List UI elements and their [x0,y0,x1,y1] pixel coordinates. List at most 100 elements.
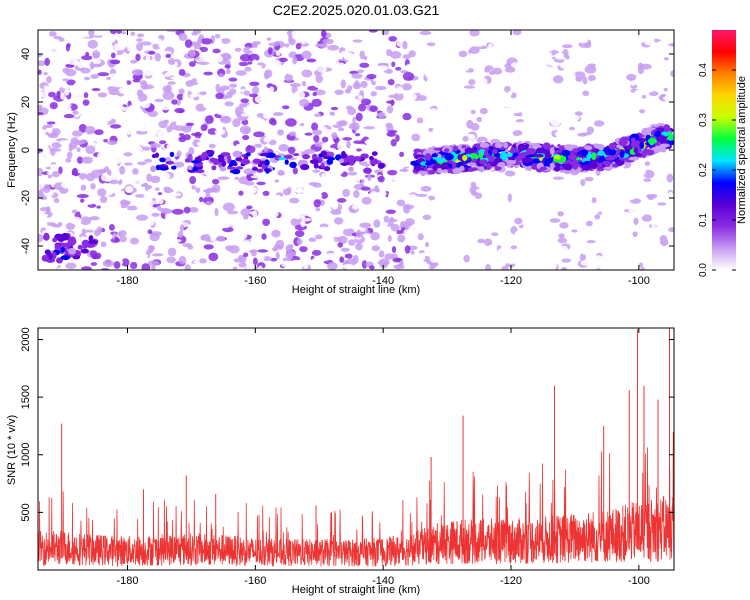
heatmap-cell [543,67,549,72]
heatmap-cell [285,204,294,213]
heatmap-cell [651,229,658,234]
heatmap-cell [380,191,387,197]
heatmap-cell [480,61,485,68]
heatmap-cell [356,148,362,152]
heatmap-cell [511,196,523,201]
heatmap-cell [40,90,51,99]
heatmap-cell [373,219,381,228]
heatmap-cell [116,202,122,211]
heatmap-cell [100,173,110,182]
heatmap-cell [643,37,655,46]
heatmap-cell [560,117,570,123]
heatmap-cell [284,159,289,165]
heatmap-cell [396,199,406,207]
heatmap-cell [552,176,565,180]
heatmap-cell [493,96,504,103]
heatmap-cell [292,167,298,175]
heatmap-cell [143,193,151,201]
heatmap-cell [68,247,77,255]
heatmap-cell [326,236,335,245]
heatmap-cell [270,119,277,126]
heatmap-cell [668,148,674,154]
heatmap-cell [198,196,204,203]
heatmap-cell [460,184,470,190]
heatmap-cell [451,252,458,256]
heatmap-cell [326,262,338,270]
heatmap-cell [639,141,645,149]
heatmap-cell [185,80,194,87]
heatmap-cell [387,191,393,201]
heatmap-cell [119,235,127,243]
heatmap-cell [219,155,225,160]
heatmap-cell [575,77,583,82]
heatmap-cell [158,245,169,254]
heatmap-cell [523,170,531,175]
heatmap-cell [355,243,363,251]
heatmap-cell [405,235,414,240]
heatmap-cell [403,255,412,261]
heatmap-cell [541,80,550,89]
heatmap-cell [369,265,375,270]
heatmap-cell [543,51,553,56]
heatmap-cell [118,105,125,110]
heatmap-cell [293,153,300,157]
heatmap-cell [313,134,320,143]
heatmap-cell [147,245,156,251]
heatmap-cell [635,160,640,165]
heatmap-cell [141,70,154,77]
heatmap-cell [378,238,383,243]
heatmap-cell [444,243,454,250]
heatmap-cell [312,91,317,97]
y-tick-label: 2000 [20,327,32,351]
heatmap-cell [494,141,503,149]
heatmap-cell [150,165,157,173]
heatmap-cell [561,44,573,49]
heatmap-cell [568,104,577,112]
heatmap-cell [491,232,499,237]
heatmap-cell [116,117,122,122]
heatmap-cell [506,233,516,237]
heatmap-cell [487,244,498,253]
heatmap-cell [412,93,417,100]
heatmap-cell [494,157,501,164]
heatmap-cell [498,195,510,203]
heatmap-cell [539,204,546,212]
heatmap-cell [43,232,50,241]
heatmap-cell [427,169,436,175]
heatmap-cell [175,120,185,128]
heatmap-cell [148,51,156,55]
heatmap-cell [360,80,368,89]
heatmap-cell [293,90,306,100]
heatmap-cell [478,184,487,189]
heatmap-cell [497,75,506,79]
heatmap-cell [360,186,371,191]
heatmap-cell [262,218,271,227]
heatmap-cell [355,112,363,122]
heatmap-cell [582,76,588,85]
heatmap-cell [580,259,593,266]
heatmap-cell [629,266,642,270]
heatmap-cell [561,149,571,157]
heatmap-cell [245,152,251,157]
heatmap-cell [479,107,488,115]
heatmap-cell [157,192,163,196]
heatmap-cell [108,223,115,231]
heatmap-cell [387,169,398,176]
colorbar-label: Normalized spectral amplitude [736,76,748,224]
heatmap-cell [247,61,253,65]
heatmap-cell [133,218,138,228]
heatmap-cell [599,182,612,188]
heatmap-cell [92,53,100,59]
heatmap-cell [427,195,436,201]
heatmap-cell [114,244,123,253]
heatmap-cell [287,67,294,75]
heatmap-cell [456,56,464,61]
heatmap-cell [219,85,230,91]
heatmap-cell [187,188,193,195]
y-tick-label: 0 [20,147,32,153]
heatmap-cell [357,69,364,73]
heatmap-cell [201,176,207,183]
heatmap-cell [41,145,50,154]
heatmap-cell [241,233,248,239]
heatmap-cell [240,208,252,217]
